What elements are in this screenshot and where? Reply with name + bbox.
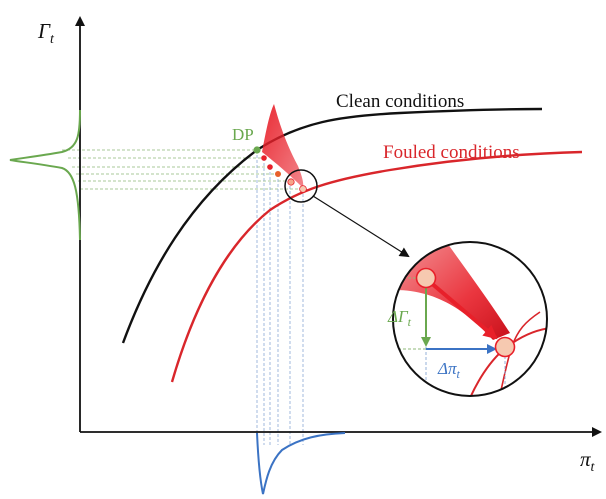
design-point-marker: [253, 146, 261, 154]
delta-gamma-label-sub: t: [408, 315, 412, 329]
delta-pi-label: Δπt: [437, 359, 461, 381]
pi-distribution-curve: [256, 432, 346, 495]
inset-degradation-wedge: [395, 242, 510, 340]
vertical-guide-lines: [256, 150, 304, 445]
design-point-label: DP: [232, 125, 254, 144]
inset-initial-point: [415, 267, 437, 289]
x-axis-label-main: π: [580, 447, 591, 471]
y-axis-label-main: Γ: [37, 19, 51, 43]
drift-point: [267, 164, 273, 170]
x-axis-label-sub: t: [591, 460, 596, 475]
zoom-connector-arrow: [312, 195, 410, 258]
drift-points: [253, 146, 307, 193]
x-axis-label: πt: [580, 447, 596, 475]
clean-conditions-curve: [121, 107, 543, 344]
inset-final-point: [494, 336, 516, 358]
drift-point: [275, 171, 281, 177]
fouled-conditions-curve: [170, 150, 583, 383]
inset-magnified-view: ΔΓt Δπt: [387, 241, 548, 397]
degradation-wedge: [262, 104, 304, 188]
drift-point: [287, 178, 295, 186]
delta-gamma-label: ΔΓt: [387, 307, 412, 329]
drift-point: [299, 185, 307, 193]
fouled-conditions-label: Fouled conditions: [383, 142, 520, 163]
gamma-distribution-curve: [9, 109, 81, 241]
inset-drift-arrow: [428, 280, 498, 340]
drift-point: [261, 155, 267, 161]
y-axis-label: Γt: [37, 19, 55, 47]
y-axis-label-sub: t: [50, 32, 55, 47]
clean-conditions-label: Clean conditions: [336, 91, 464, 112]
delta-gamma-label-main: ΔΓ: [387, 307, 409, 326]
delta-pi-label-main: Δπ: [437, 359, 457, 378]
horizontal-guide-lines: [62, 149, 300, 190]
delta-pi-label-sub: t: [457, 367, 461, 381]
zoom-region-circle: [284, 169, 318, 203]
